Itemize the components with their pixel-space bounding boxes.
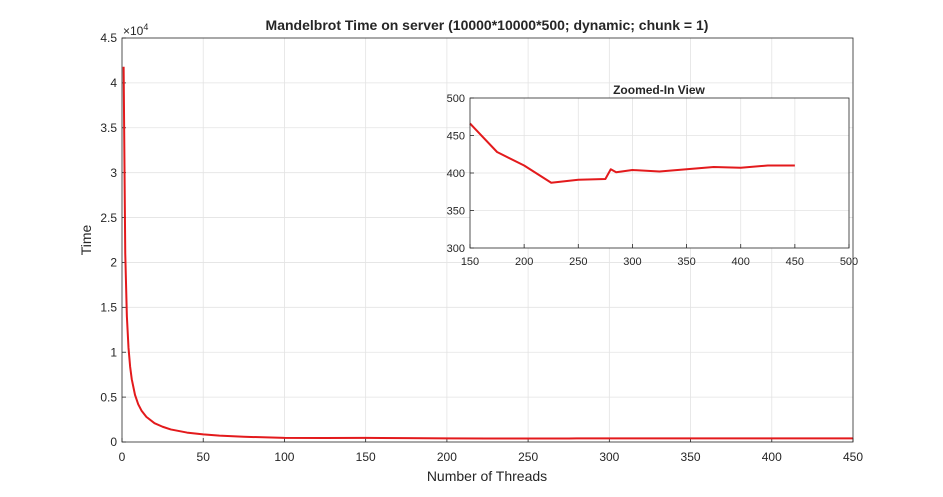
main-x-tick-label: 300 [599, 450, 619, 464]
main-y-tick-labels: 0 0.5 1 1.5 2 2.5 3 3.5 4 4.5 [100, 31, 117, 449]
main-x-tick-label: 150 [356, 450, 376, 464]
main-y-tick-label: 2.5 [100, 211, 117, 225]
main-y-tick-label: 3 [110, 166, 117, 180]
main-y-tick-label: 4.5 [100, 31, 117, 45]
y-exponent-multiplier: ×104 [123, 22, 148, 38]
inset-grid [469, 97, 850, 249]
inset-chart-title: Zoomed-In View [613, 83, 705, 97]
main-x-axis-label: Number of Threads [427, 468, 547, 484]
inset-plot-frame [469, 97, 850, 249]
inset-x-tick-label: 150 [461, 256, 479, 268]
inset-x-tick-label: 500 [840, 256, 858, 268]
main-y-tick-label: 2 [110, 256, 117, 270]
inset-axes: 150 200 250 300 350 400 450 500 300 350 400 450 500… [447, 83, 859, 268]
main-x-tick-label: 400 [762, 450, 782, 464]
inset-x-tick-labels: 150 200 250 300 350 400 450 500 [461, 256, 858, 268]
main-y-tick-label: 1.5 [100, 301, 117, 315]
inset-x-tick-label: 300 [623, 256, 641, 268]
inset-y-tick-label: 350 [447, 205, 465, 217]
inset-x-tick-label: 250 [569, 256, 587, 268]
inset-x-tick-label: 350 [677, 256, 695, 268]
main-chart-title: Mandelbrot Time on server (10000*10000*5… [266, 17, 709, 33]
inset-y-tick-labels: 300 350 400 450 500 [447, 93, 465, 255]
inset-y-tick-label: 400 [447, 168, 465, 180]
inset-y-tick-label: 450 [447, 130, 465, 142]
main-x-tick-label: 50 [197, 450, 211, 464]
y-exponent-base: ×10 [123, 24, 144, 38]
inset-x-tick-label: 450 [786, 256, 804, 268]
main-y-tick-label: 3.5 [100, 121, 117, 135]
y-exponent-power: 4 [143, 22, 148, 32]
main-y-tick-label: 0 [110, 435, 117, 449]
main-plot-frame [121, 37, 854, 443]
main-axes: 0 50 100 150 200 250 300 350 400 450 0 0.5 1 1.5 2 2.5… [78, 17, 863, 484]
inset-series-group [469, 122, 795, 184]
main-y-tick-label: 0.5 [100, 390, 117, 404]
main-y-tick-label: 1 [110, 345, 117, 359]
inset-series-line-0 [469, 122, 795, 184]
main-x-tick-label: 200 [437, 450, 457, 464]
inset-x-tick-label: 200 [515, 256, 533, 268]
main-series-line-0 [122, 66, 853, 440]
inset-x-tick-label: 400 [732, 256, 750, 268]
main-x-tick-label: 350 [681, 450, 701, 464]
main-y-axis-label: Time [78, 224, 94, 255]
main-x-tick-label: 250 [518, 450, 538, 464]
main-series-group [122, 66, 853, 440]
main-x-tick-label: 450 [843, 450, 863, 464]
inset-y-tick-label: 300 [447, 243, 465, 255]
main-x-tick-label: 0 [119, 450, 126, 464]
main-y-tick-label: 4 [110, 76, 117, 90]
inset-y-tick-label: 500 [447, 93, 465, 105]
main-x-tick-label: 100 [274, 450, 294, 464]
main-x-tick-labels: 0 50 100 150 200 250 300 350 400 450 [119, 450, 864, 464]
